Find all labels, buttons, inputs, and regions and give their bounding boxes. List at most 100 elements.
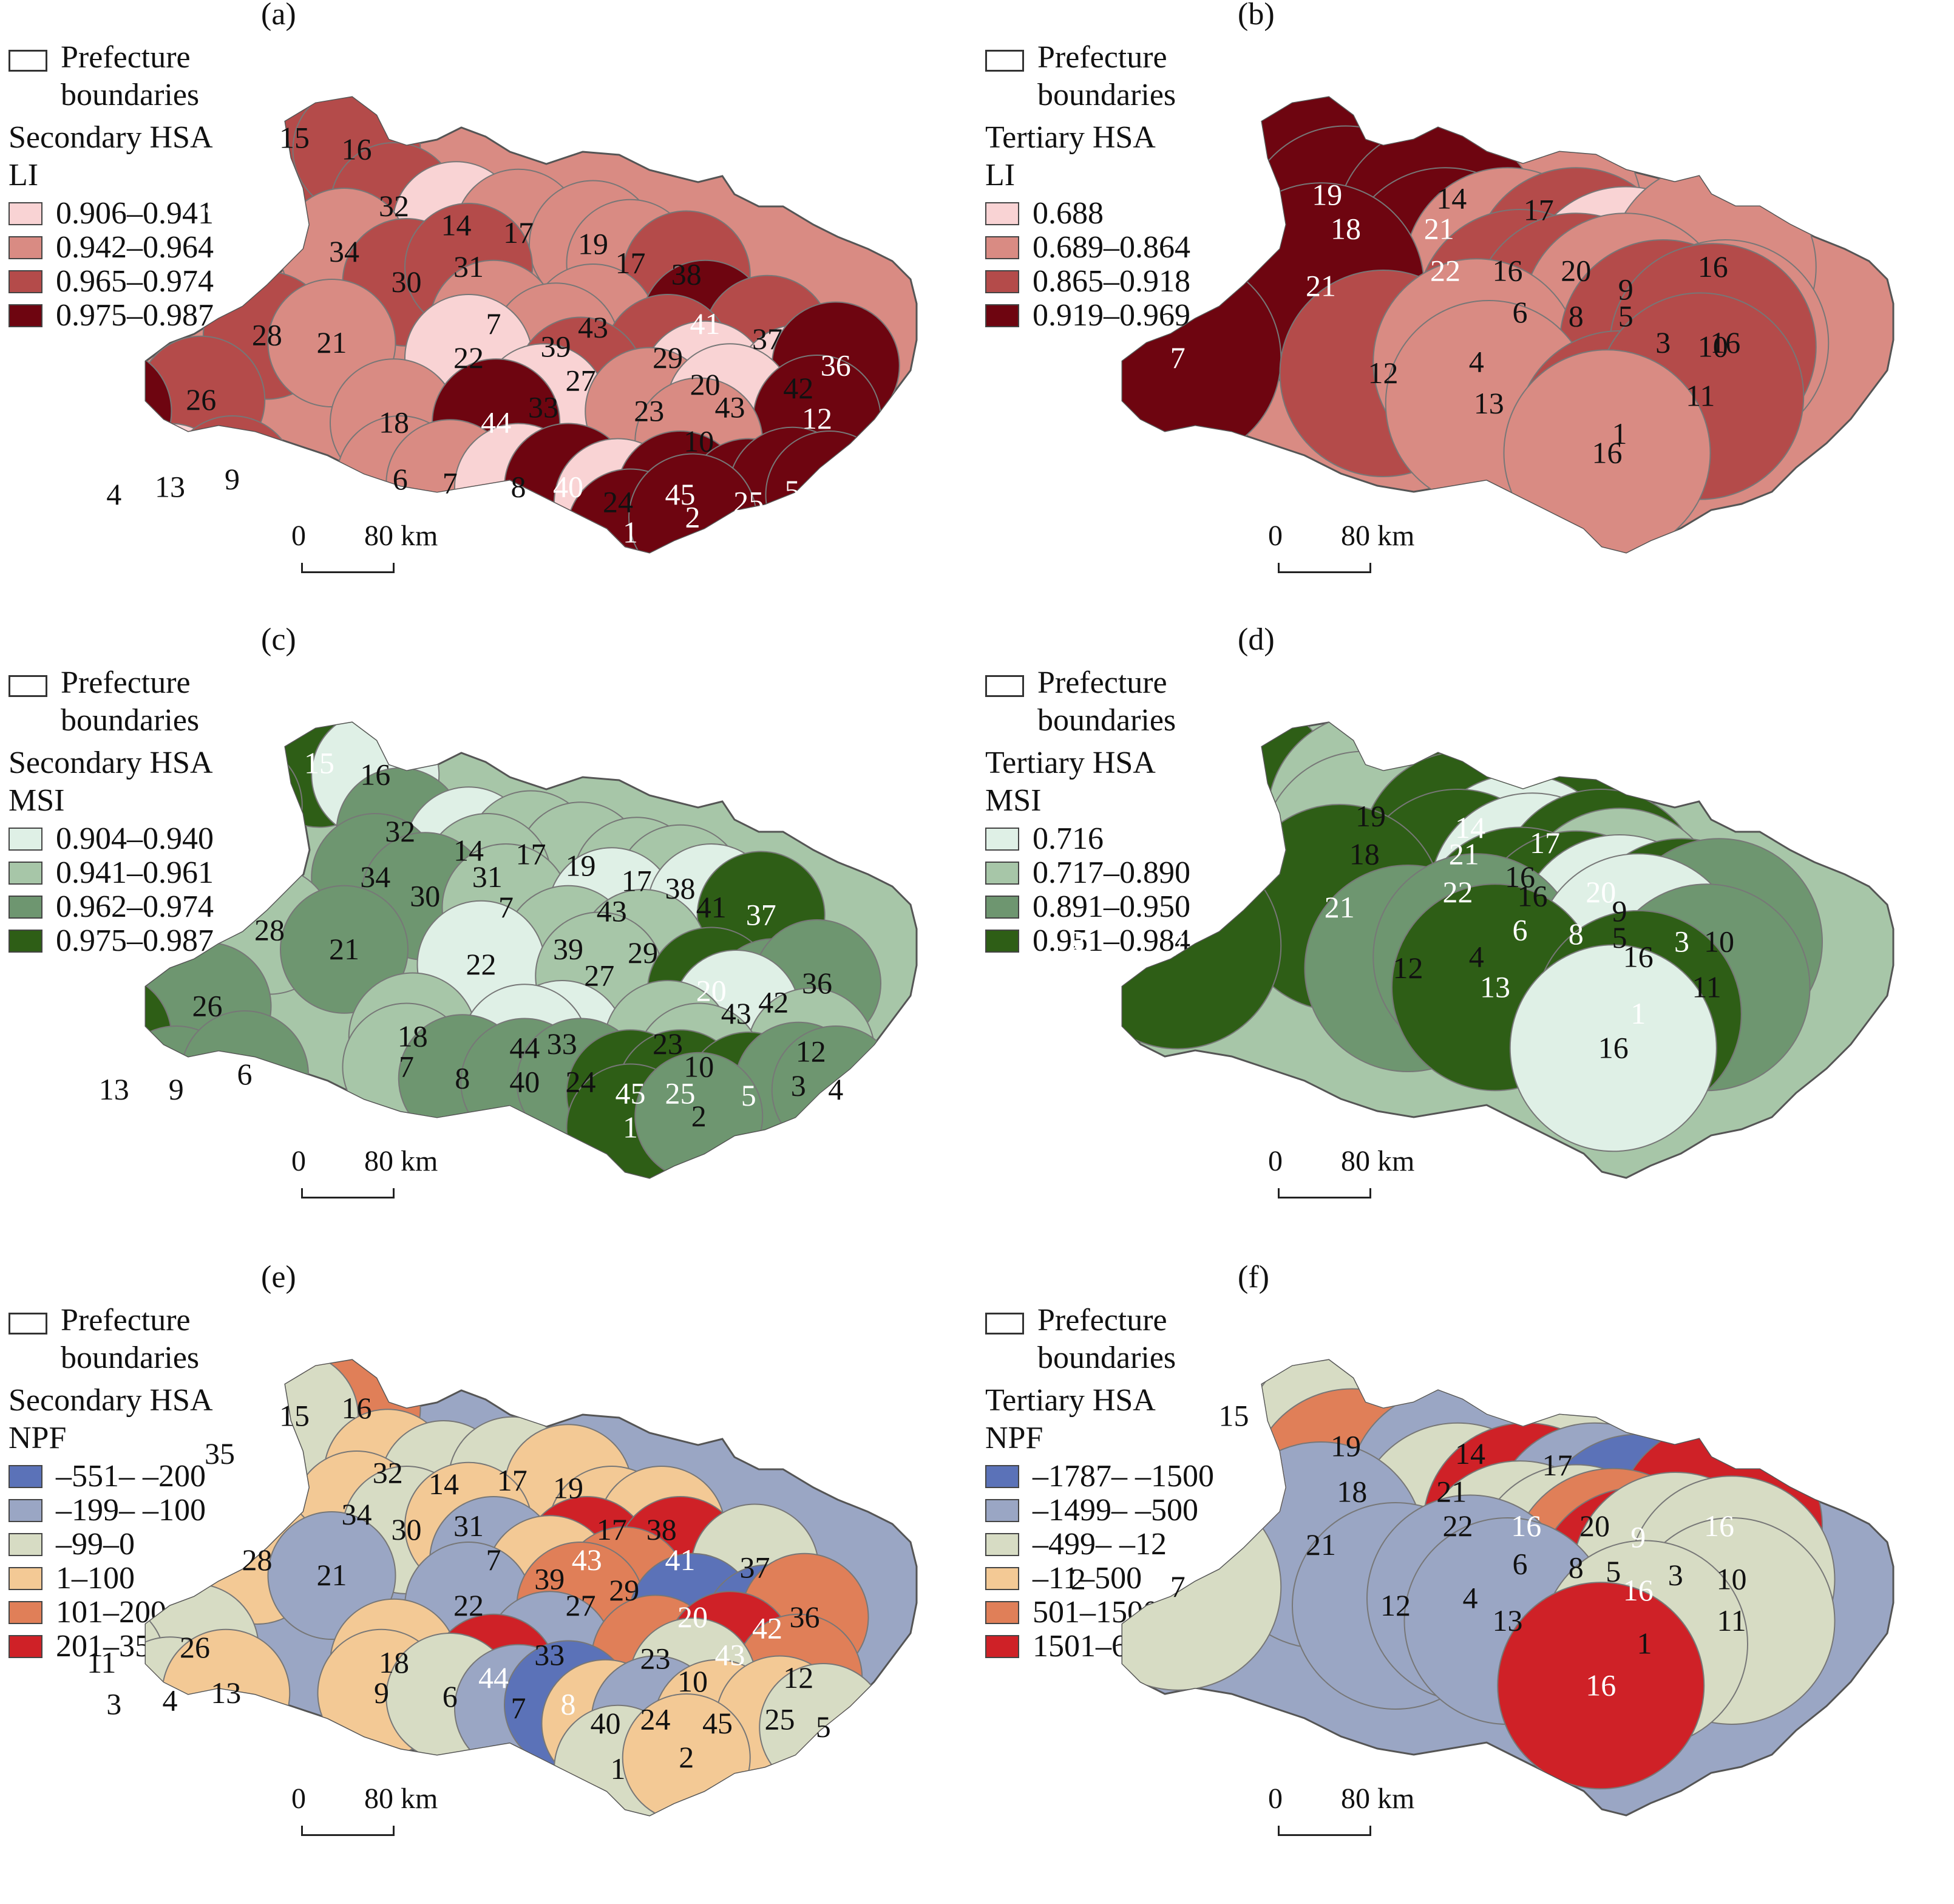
legend-label: 0.942–0.964 bbox=[56, 230, 214, 265]
legend-boundary-row: Prefecture boundaries bbox=[985, 39, 1232, 114]
legend-label: 1–100 bbox=[56, 1561, 135, 1596]
region-label: 18 bbox=[379, 405, 409, 439]
region-label: 18 bbox=[1349, 837, 1380, 871]
region-label: 8 bbox=[1569, 1551, 1584, 1585]
region-label: 24 bbox=[603, 485, 633, 519]
legend-metric: NPF bbox=[985, 1421, 1043, 1455]
region-label: 5 bbox=[1612, 920, 1627, 954]
legend-item: –199– –100 bbox=[8, 1493, 255, 1528]
choropleth-map: 15 16 35 32 14 17 19 34 31 17 38 30 7 43 41 37 28 21 39 29 2… bbox=[93, 692, 941, 1190]
region-label: 4 bbox=[828, 1072, 843, 1106]
region-label: 16 bbox=[1511, 1509, 1541, 1543]
region-label: 17 bbox=[622, 863, 652, 897]
region-label: 35 bbox=[205, 185, 235, 219]
map-legend: Prefecture boundaries Secondary HSA LI 0.90… bbox=[8, 39, 255, 333]
map-legend: Prefecture boundaries Secondary HSA MSI 0.9… bbox=[8, 664, 255, 958]
region-label: 36 bbox=[821, 348, 851, 382]
region-label: 14 bbox=[1455, 1436, 1485, 1470]
region-label: 12 bbox=[783, 1661, 813, 1695]
region-label: 7 bbox=[498, 890, 514, 924]
region-label: 15 bbox=[279, 121, 310, 155]
region-label: 7 bbox=[1170, 341, 1186, 375]
legend-label: 0.962–0.974 bbox=[56, 889, 214, 924]
region-label: 10 bbox=[677, 1664, 708, 1698]
region-area bbox=[1497, 1582, 1705, 1790]
region-label: 1 bbox=[1637, 1627, 1652, 1661]
region-label: 6 bbox=[237, 1057, 253, 1091]
choropleth-map: 15 19 14 17 18 21 16 22 16 20 9 21 6 8 5 3 10 2 7 12 4 16 13 11… bbox=[1071, 692, 1918, 1190]
scale-distance: 80 km bbox=[364, 520, 438, 552]
region-label: 3 bbox=[791, 1069, 806, 1103]
legend-swatch bbox=[8, 896, 42, 919]
legend-swatch bbox=[8, 1635, 42, 1658]
scale-distance: 80 km bbox=[1341, 1145, 1415, 1177]
region-label: 35 bbox=[223, 787, 254, 821]
legend-metric: MSI bbox=[985, 783, 1042, 818]
region-label: 26 bbox=[186, 382, 216, 416]
region-label: 17 bbox=[597, 1512, 627, 1546]
legend-swatch bbox=[8, 1465, 42, 1488]
region-label: 10 bbox=[1704, 924, 1734, 958]
legend-label: –1787– –1500 bbox=[1033, 1459, 1214, 1494]
legend-label: 0.975–0.987 bbox=[56, 923, 214, 958]
region-label: 45 bbox=[702, 1706, 733, 1740]
legend-boundary-row: Prefecture boundaries bbox=[8, 39, 255, 114]
region-label: 3 bbox=[822, 477, 837, 511]
region-label: 21 bbox=[1436, 1475, 1467, 1509]
region-label: 19 bbox=[553, 1470, 583, 1504]
legend-label: 0.688 bbox=[1033, 196, 1104, 231]
region-label: 25 bbox=[733, 485, 764, 519]
legend-item: 0.865–0.918 bbox=[985, 264, 1232, 299]
legend-label: 0.717–0.890 bbox=[1033, 855, 1190, 890]
region-label: 7 bbox=[1170, 1569, 1186, 1603]
region-label: 8 bbox=[1569, 299, 1584, 333]
region-label: 33 bbox=[547, 1027, 577, 1061]
legend-item: 0.975–0.987 bbox=[8, 923, 255, 958]
region-label: 20 bbox=[1586, 875, 1616, 909]
boundary-label: Prefecture boundaries bbox=[1037, 40, 1176, 112]
scale-bar: 0 80 km bbox=[285, 1782, 438, 1843]
choropleth-map: 15 19 14 17 18 21 22 16 20 9 16 21 6 8 5 16 3 10 2 7 12 4 13 11… bbox=[1071, 1330, 1918, 1827]
region-label: 16 bbox=[360, 757, 390, 791]
region-label: 4 bbox=[1469, 939, 1484, 973]
legend-swatch bbox=[8, 862, 42, 885]
map-panel-f: (f) Prefecture boundaries Tertiary HSA NPF –… bbox=[977, 1260, 1953, 1897]
legend-swatch bbox=[985, 1533, 1019, 1556]
region-label: 13 bbox=[1480, 970, 1510, 1004]
legend-swatch bbox=[985, 1635, 1019, 1658]
region-label: 15 bbox=[304, 746, 334, 780]
scale-bar: 0 80 km bbox=[285, 519, 438, 580]
region-label: 27 bbox=[566, 1588, 596, 1622]
map-panel-d: (d) Prefecture boundaries Tertiary HSA MSI 0… bbox=[977, 622, 1953, 1260]
region-label: 13 bbox=[1474, 386, 1504, 420]
legend-item: 0.975–0.987 bbox=[8, 298, 255, 333]
region-label: 20 bbox=[696, 974, 727, 1008]
region-label: 44 bbox=[481, 405, 511, 439]
region-label: 15 bbox=[1219, 140, 1249, 174]
legend-swatch bbox=[8, 1499, 42, 1522]
region-label: 20 bbox=[1579, 1509, 1610, 1543]
region-label: 31 bbox=[472, 860, 503, 894]
region-label: 34 bbox=[342, 1497, 372, 1531]
legend-label: 0.904–0.940 bbox=[56, 821, 214, 856]
legend-boundary-row: Prefecture boundaries bbox=[8, 664, 255, 739]
legend-label: –551– –200 bbox=[56, 1459, 206, 1494]
region-label: 27 bbox=[566, 364, 596, 398]
scale-line bbox=[301, 1826, 395, 1836]
region-label: 4 bbox=[106, 477, 121, 511]
region-label: 11 bbox=[1717, 1603, 1746, 1637]
legend-boundary-row: Prefecture boundaries bbox=[8, 1302, 255, 1377]
boundary-swatch bbox=[8, 50, 47, 72]
legend-item: 0.962–0.974 bbox=[8, 889, 255, 924]
region-label: 2 bbox=[1071, 1562, 1086, 1596]
map-legend: Prefecture boundaries Tertiary HSA NPF –178… bbox=[985, 1302, 1232, 1664]
region-label: 34 bbox=[360, 860, 390, 894]
region-label: 22 bbox=[466, 947, 497, 981]
legend-item: 0.951–0.984 bbox=[985, 923, 1232, 958]
region-label: 11 bbox=[87, 1645, 116, 1679]
region-label: 42 bbox=[758, 985, 789, 1019]
region-label: 3 bbox=[106, 1687, 121, 1721]
region-label: 43 bbox=[572, 1543, 602, 1577]
region-label: 5 bbox=[785, 474, 800, 508]
